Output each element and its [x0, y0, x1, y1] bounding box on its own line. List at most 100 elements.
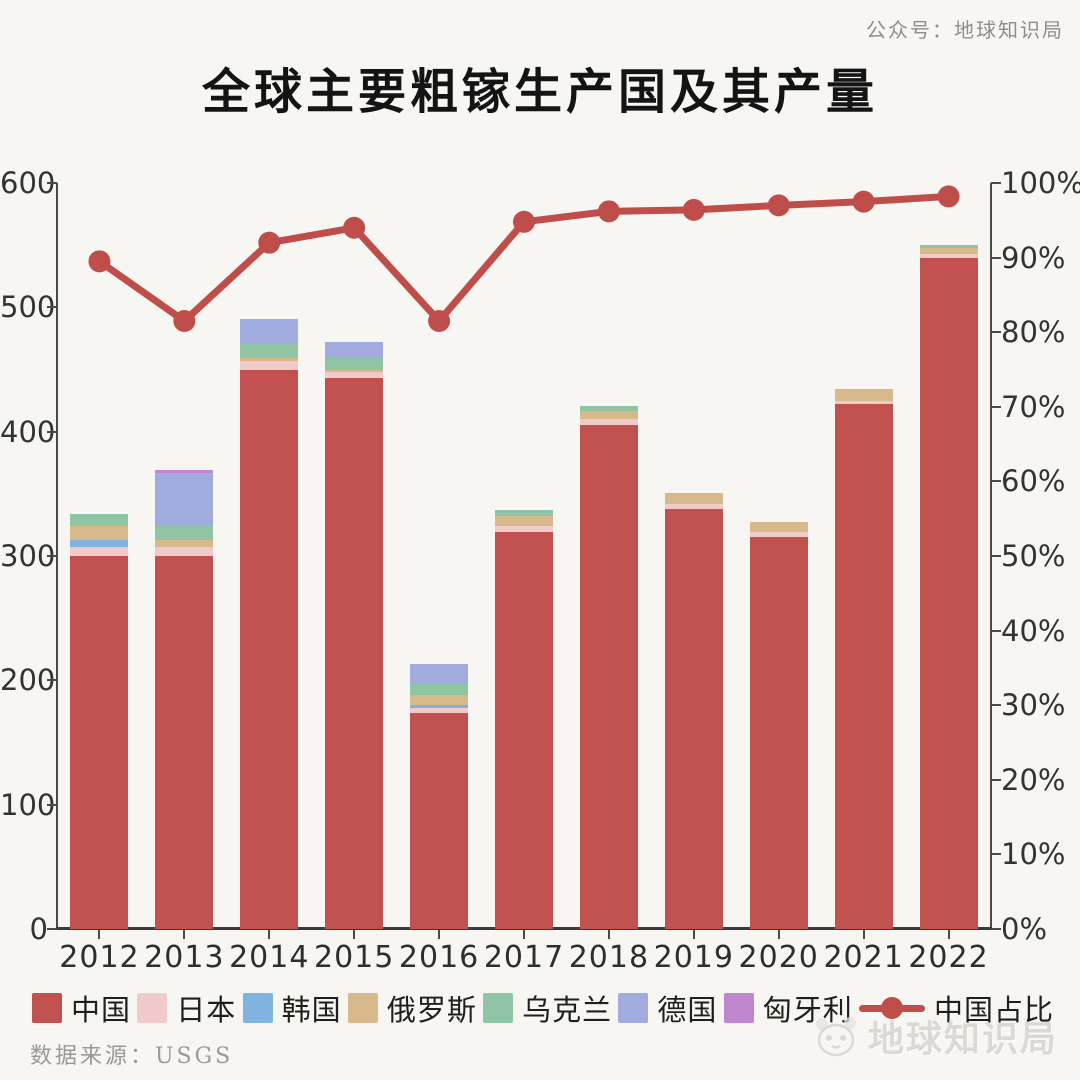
left-axis-tickmark	[47, 306, 57, 309]
bar-segment-乌克兰	[155, 524, 214, 540]
bar-segment-乌克兰	[240, 343, 299, 359]
left-axis-tick-label: 0	[29, 912, 48, 946]
stacked-bar-2020	[749, 522, 808, 929]
bar-segment-日本	[155, 547, 214, 556]
x-axis-label-2015: 2015	[313, 940, 395, 975]
china-share-point	[513, 210, 535, 233]
bar-segment-日本	[919, 253, 978, 258]
right-axis-tick-label: 0%	[1001, 912, 1048, 946]
bar-segment-德国	[240, 318, 299, 344]
bar-segment-中国	[410, 712, 469, 929]
x-axis-label-2018: 2018	[568, 940, 650, 975]
bar-segment-日本	[749, 532, 808, 538]
bar-segment-中国	[749, 537, 808, 929]
legend-swatch-icon	[723, 993, 754, 1023]
bar-segment-俄罗斯	[579, 410, 638, 420]
bar-segment-日本	[579, 419, 638, 426]
x-axis-label-2022: 2022	[908, 940, 989, 975]
china-share-point	[173, 310, 196, 333]
bar-segment-中国	[919, 257, 978, 929]
right-axis-tickmark	[991, 555, 1001, 557]
left-axis-tickmark	[47, 430, 57, 433]
bar-segment-乌克兰	[325, 357, 384, 370]
x-axis-label-2016: 2016	[398, 940, 480, 975]
right-axis-tick-label: 80%	[1001, 315, 1066, 350]
bar-segment-乌克兰	[919, 245, 978, 248]
stacked-bar-2016	[410, 664, 469, 929]
legend-label: 中国	[71, 995, 132, 1027]
x-axis-label-2012: 2012	[59, 940, 140, 975]
stacked-bar-2014	[240, 318, 299, 929]
bar-segment-乌克兰	[495, 510, 553, 517]
legend-item-德国: 德国	[618, 987, 717, 1029]
x-axis-label-2017: 2017	[483, 940, 565, 975]
x-axis-tickmark	[183, 930, 186, 939]
brand-watermark: 地球知识局	[810, 1010, 1058, 1062]
chart-title: 全球主要粗镓生产国及其产量	[201, 66, 878, 119]
panda-logo-icon	[815, 1017, 856, 1057]
bar-segment-韩国	[70, 539, 129, 548]
right-axis-tickmark	[991, 405, 1001, 408]
china-share-point	[852, 190, 875, 213]
left-axis-tick-label: 100	[0, 787, 56, 822]
bar-segment-俄罗斯	[410, 695, 469, 706]
china-share-line-chart	[88, 185, 960, 333]
account-watermark: 公众号：地球知识局	[866, 18, 1064, 42]
bar-segment-日本	[664, 503, 723, 509]
left-axis-tick-label: 600	[0, 166, 56, 200]
legend-swatch-icon	[483, 993, 514, 1023]
bar-segment-乌克兰	[410, 684, 469, 696]
x-axis-label-2021: 2021	[823, 940, 904, 975]
stacked-bar-2021	[834, 389, 893, 929]
right-axis-tickmark	[991, 778, 1001, 781]
right-axis-tick-label: 50%	[1001, 539, 1066, 573]
legend-swatch-icon	[137, 993, 168, 1023]
x-axis-tickmark	[98, 930, 101, 939]
right-axis-tick-label: 10%	[1001, 837, 1066, 872]
stacked-bar-2017	[495, 510, 553, 929]
legend-line-dot	[880, 997, 903, 1019]
bar-segment-德国	[155, 472, 214, 525]
legend-label: 韩国	[281, 995, 342, 1027]
left-axis-tick-label: 500	[0, 290, 56, 325]
right-axis-tickmark	[991, 704, 1001, 707]
bar-segment-乌克兰	[579, 405, 638, 411]
china-share-point	[428, 310, 451, 333]
legend-item-日本: 日本	[137, 987, 236, 1029]
left-axis-tick-label: 400	[0, 414, 56, 449]
x-axis-tickmark	[607, 930, 610, 939]
legend-swatch-icon	[618, 993, 649, 1023]
x-axis-tickmark	[862, 930, 865, 939]
right-axis-tickmark	[991, 256, 1001, 259]
bar-segment-中国	[495, 532, 553, 929]
legend-label: 日本	[176, 995, 237, 1027]
bar-segment-中国	[325, 378, 384, 929]
bar-segment-中国	[664, 508, 723, 929]
stacked-bar-2019	[664, 492, 723, 929]
right-axis-tick-label: 30%	[1001, 688, 1066, 723]
stacked-bar-2012	[70, 513, 129, 929]
x-axis-tickmark	[692, 930, 695, 939]
bar-segment-日本	[240, 360, 299, 370]
right-axis-tick-label: 20%	[1001, 762, 1066, 797]
legend-swatch-icon	[242, 993, 273, 1023]
bar-segment-俄罗斯	[749, 522, 808, 533]
bar-segment-日本	[495, 526, 553, 533]
legend-item-匈牙利: 匈牙利	[723, 987, 853, 1029]
stacked-bar-2018	[579, 405, 638, 929]
bar-segment-日本	[834, 400, 893, 405]
bar-segment-俄罗斯	[325, 369, 384, 373]
right-axis-tickmark	[991, 331, 1001, 334]
legend-label: 乌克兰	[522, 995, 613, 1027]
x-axis-label-2019: 2019	[653, 940, 734, 975]
bar-segment-匈牙利	[155, 470, 214, 473]
x-axis-tickmark	[947, 930, 950, 939]
x-axis-tickmark	[438, 930, 441, 939]
bar-segment-乌克兰	[70, 513, 129, 527]
legend-swatch-icon	[32, 993, 62, 1023]
x-axis-tickmark	[777, 930, 780, 939]
bar-segment-德国	[410, 664, 469, 685]
legend-label: 俄罗斯	[386, 995, 477, 1027]
left-axis-tick-label: 300	[0, 539, 56, 573]
